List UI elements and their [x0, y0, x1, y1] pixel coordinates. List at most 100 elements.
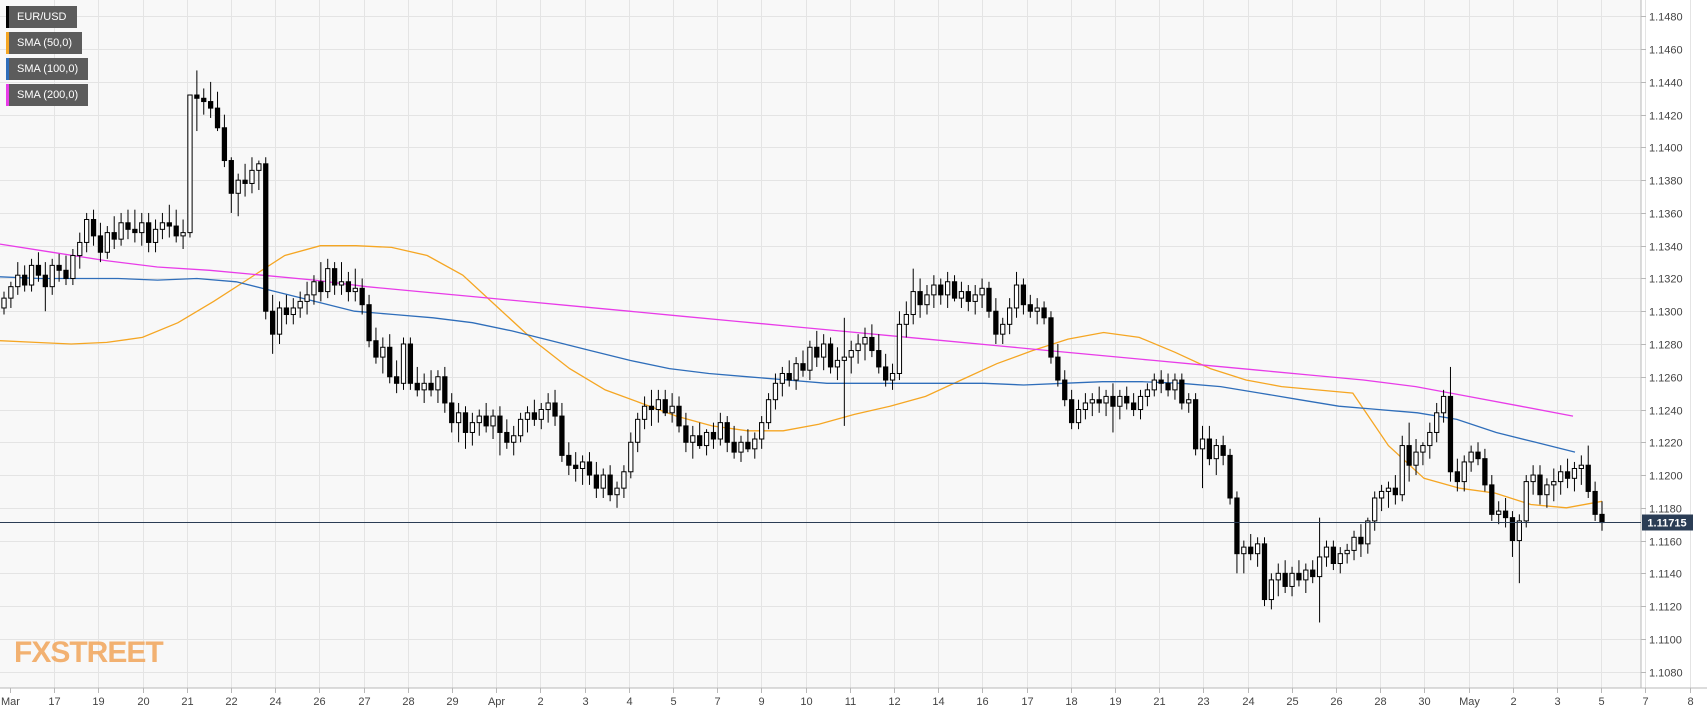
- candle-body: [938, 284, 944, 296]
- candle: [676, 396, 682, 433]
- candle: [552, 389, 558, 426]
- candle-body: [703, 431, 710, 447]
- legend-label: SMA (100,0): [17, 63, 79, 75]
- candle: [1041, 301, 1047, 325]
- candle-body: [993, 310, 999, 335]
- candle: [1289, 566, 1295, 597]
- candle-body: [331, 268, 338, 286]
- candle-body: [1461, 461, 1467, 483]
- candle: [697, 422, 703, 449]
- candle: [1151, 373, 1157, 397]
- x-tick-label: 27: [358, 696, 370, 708]
- candle-body: [111, 232, 117, 240]
- candle: [903, 301, 909, 338]
- candle-body: [173, 225, 179, 237]
- candle-body: [90, 219, 97, 237]
- x-tick-label: 16: [976, 696, 988, 708]
- candle: [414, 366, 420, 397]
- candle: [1496, 501, 1502, 525]
- candle-body: [552, 402, 558, 417]
- candle: [938, 278, 944, 305]
- candle: [910, 268, 916, 325]
- candle-body: [814, 346, 820, 358]
- fxstreet-watermark: FXSTREET: [14, 636, 164, 669]
- candle-body: [765, 399, 772, 424]
- candle-body: [896, 323, 903, 374]
- y-axis-labels: 1.1480 1.1460 1.1440 1.1420 1.1400 1.1380 1.13…: [1641, 12, 1683, 680]
- candle: [1523, 475, 1529, 528]
- candle: [497, 406, 503, 456]
- candle-body: [931, 284, 937, 296]
- candle: [1144, 383, 1151, 407]
- legend-swatch: [6, 32, 9, 54]
- candle: [710, 422, 717, 449]
- candle: [1220, 435, 1226, 466]
- x-tick-label: 29: [446, 696, 458, 708]
- candle: [883, 353, 889, 387]
- candle: [1330, 540, 1337, 571]
- candle: [896, 311, 903, 381]
- candle-body: [945, 281, 951, 296]
- candle-body: [697, 435, 703, 447]
- candle: [49, 258, 55, 295]
- y-tick-label: 1.1160: [1649, 537, 1682, 549]
- candle: [146, 212, 152, 253]
- candle-body: [1358, 536, 1364, 545]
- candle-body: [979, 287, 985, 296]
- candle-body: [1454, 471, 1460, 483]
- candle: [1558, 465, 1564, 495]
- candle-body: [958, 291, 965, 299]
- candle: [593, 461, 599, 498]
- x-tick-label: 24: [1242, 696, 1254, 708]
- x-tick-label: 22: [225, 696, 237, 708]
- candle-body: [325, 268, 331, 293]
- candle: [579, 455, 586, 485]
- candle-body: [1558, 471, 1564, 483]
- x-tick-label: 20: [137, 696, 149, 708]
- x-tick-label: 10: [800, 696, 812, 708]
- legend-item-sma100[interactable]: SMA (100,0): [6, 58, 89, 80]
- candle: [1275, 563, 1281, 597]
- candle-body: [579, 461, 586, 469]
- candle: [22, 265, 28, 292]
- candle-body: [1482, 458, 1488, 486]
- candle: [1034, 298, 1040, 325]
- candle-body: [1241, 546, 1247, 555]
- candle-body: [139, 222, 145, 234]
- legend-item-sma200[interactable]: SMA (200,0): [6, 84, 89, 106]
- candle-body: [77, 241, 83, 257]
- legend-item-eurusd[interactable]: EUR/USD: [6, 6, 77, 28]
- candle: [70, 248, 76, 286]
- candle-body: [1254, 543, 1261, 555]
- candle: [752, 432, 758, 459]
- candle-body: [593, 474, 599, 489]
- candle-body: [1151, 379, 1157, 391]
- candle: [1124, 386, 1130, 410]
- candle-body: [1186, 399, 1192, 404]
- grid: [0, 0, 1691, 688]
- candle-body: [490, 415, 496, 427]
- candle: [1530, 465, 1536, 495]
- candle: [1117, 389, 1123, 420]
- candle-body: [476, 415, 482, 424]
- candle-body: [118, 222, 124, 240]
- candle: [1248, 534, 1254, 561]
- candle-body: [311, 281, 317, 296]
- candle-body: [221, 127, 228, 162]
- y-tick-label: 1.1480: [1649, 12, 1683, 24]
- candle-body: [201, 97, 207, 103]
- candle: [1110, 383, 1116, 433]
- candle: [834, 347, 841, 381]
- candle-body: [276, 307, 283, 335]
- candle: [793, 357, 799, 390]
- candle: [566, 442, 572, 476]
- candle: [1351, 530, 1357, 561]
- candle-body: [1220, 445, 1226, 456]
- legend-item-sma50[interactable]: SMA (50,0): [6, 32, 83, 54]
- candle-body: [1282, 572, 1288, 587]
- candle: [1020, 278, 1027, 315]
- candle: [1227, 448, 1233, 505]
- candle: [256, 160, 262, 191]
- candle: [201, 88, 207, 115]
- candle: [1392, 475, 1398, 505]
